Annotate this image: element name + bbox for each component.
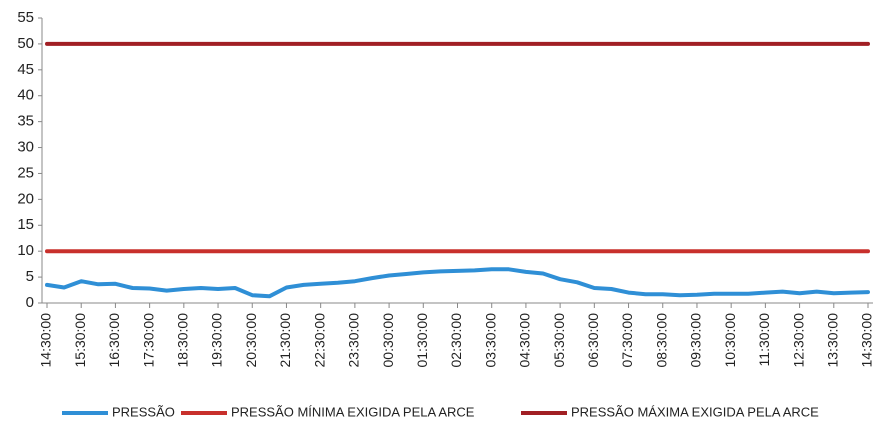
x-tick-label: 12:30:00 — [790, 313, 806, 368]
y-tick-label: 15 — [17, 216, 34, 233]
y-tick-label: 50 — [17, 35, 34, 52]
x-tick-label: 23:30:00 — [346, 313, 362, 368]
legend-label: PRESSÃO MÍNIMA EXIGIDA PELA ARCE — [231, 404, 475, 419]
y-tick-label: 45 — [17, 61, 34, 78]
x-tick-label: 16:30:00 — [106, 313, 122, 368]
y-tick-label: 55 — [17, 9, 34, 26]
x-tick-label: 06:30:00 — [585, 313, 601, 368]
y-tick-label: 35 — [17, 113, 34, 130]
y-tick-label: 10 — [17, 242, 34, 259]
x-tick-label: 05:30:00 — [551, 313, 567, 368]
y-tick-label: 25 — [17, 164, 34, 181]
x-tick-label: 04:30:00 — [517, 313, 533, 368]
x-tick-label: 10:30:00 — [722, 313, 738, 368]
x-tick-label: 00:30:00 — [380, 313, 396, 368]
x-tick-label: 19:30:00 — [209, 313, 225, 368]
y-tick-label: 0 — [26, 294, 34, 311]
y-tick-label: 20 — [17, 190, 34, 207]
x-tick-label: 21:30:00 — [277, 313, 293, 368]
x-tick-label: 02:30:00 — [448, 313, 464, 368]
x-tick-label: 13:30:00 — [824, 313, 840, 368]
legend-label: PRESSÃO — [112, 404, 175, 419]
y-tick-label: 30 — [17, 139, 34, 156]
x-tick-label: 09:30:00 — [688, 313, 704, 368]
y-tick-label: 40 — [17, 87, 34, 104]
legend-label: PRESSÃO MÁXIMA EXIGIDA PELA ARCE — [571, 404, 819, 419]
x-tick-label: 20:30:00 — [243, 313, 259, 368]
y-tick-label: 5 — [26, 268, 34, 285]
x-tick-label: 14:30:00 — [38, 313, 54, 368]
x-tick-label: 15:30:00 — [72, 313, 88, 368]
x-tick-label: 11:30:00 — [756, 313, 772, 367]
x-tick-label: 17:30:00 — [140, 313, 156, 368]
x-tick-label: 07:30:00 — [619, 313, 635, 368]
x-tick-label: 08:30:00 — [653, 313, 669, 368]
series-line — [45, 267, 870, 299]
x-tick-label: 01:30:00 — [414, 313, 430, 368]
x-tick-label: 18:30:00 — [175, 313, 191, 368]
x-tick-label: 03:30:00 — [482, 313, 498, 368]
x-tick-label: 22:30:00 — [311, 313, 327, 368]
x-tick-label: 14:30:00 — [859, 313, 875, 368]
